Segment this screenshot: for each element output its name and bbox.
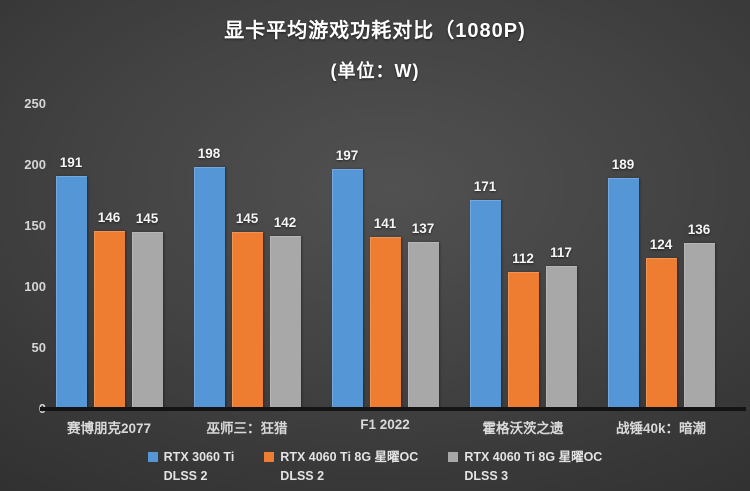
- category-label: 战锤40k：暗潮: [615, 421, 707, 436]
- bar-value-label: 197: [335, 148, 359, 163]
- legend-swatch-icon: [147, 452, 158, 462]
- legend-label-line: DLSS 2: [163, 469, 208, 483]
- bar-value-label: 136: [687, 222, 711, 237]
- bar-value-label: 191: [59, 155, 83, 170]
- legend-item-series-0: RTX 3060 Ti DLSS 2: [147, 448, 235, 486]
- chart-subtitle: (单位：W): [330, 61, 420, 81]
- x-axis-labels: 赛博朋克2077 巫师三：狂猎 F1 2022 霍格沃茨之遗 战锤40k：暗潮: [40, 417, 730, 437]
- y-tick-label: 100: [24, 279, 46, 294]
- legend-swatch-icon: [448, 452, 459, 462]
- bar-value-label: 171: [473, 179, 497, 194]
- category-label: 霍格沃茨之遗: [482, 421, 564, 436]
- bar-series-2: 142: [269, 215, 301, 409]
- bar-group: 171 112 117: [454, 104, 592, 409]
- bar-value-label: 124: [649, 237, 673, 252]
- y-tick-label: 250: [24, 96, 46, 111]
- bar-value-label: 146: [97, 210, 121, 225]
- bar-series-2: 137: [407, 221, 439, 409]
- bar-value-label: 141: [373, 216, 397, 231]
- legend: RTX 3060 Ti DLSS 2 RTX 4060 Ti 8G 星曜OC DLSS…: [0, 448, 750, 486]
- bar-value-label: 189: [611, 157, 635, 172]
- y-tick-label: 200: [24, 157, 46, 172]
- bar-value-label: 145: [235, 211, 259, 226]
- bar-series-0: 197: [331, 148, 363, 409]
- bar-series-2: 136: [683, 222, 715, 409]
- legend-label-line: DLSS 3: [464, 469, 509, 483]
- bar-group: 189 124 136: [592, 104, 730, 409]
- bar-series-0: 189: [607, 157, 639, 409]
- bar-value-label: 142: [273, 215, 297, 230]
- legend-item-series-2: RTX 4060 Ti 8G 星曜OC DLSS 3: [448, 448, 602, 486]
- bar-series-1: 112: [507, 251, 539, 409]
- x-axis-line: [40, 407, 746, 411]
- legend-label-line: DLSS 2: [280, 469, 325, 483]
- legend-label-line: RTX 4060 Ti 8G 星曜OC: [280, 450, 419, 464]
- bar-value-label: 145: [135, 211, 159, 226]
- legend-label: RTX 4060 Ti 8G 星曜OC DLSS 3: [464, 448, 602, 486]
- category-label: F1 2022: [360, 417, 410, 432]
- bar-series-1: 141: [369, 216, 401, 409]
- y-axis: 050100150200250: [0, 0, 46, 491]
- y-tick-label: 150: [24, 218, 46, 233]
- legend-label-line: RTX 4060 Ti 8G 星曜OC: [464, 450, 603, 464]
- bar-value-label: 137: [411, 221, 435, 236]
- legend-swatch-icon: [264, 452, 275, 462]
- category-label: 赛博朋克2077: [66, 421, 152, 436]
- bar-series-0: 191: [55, 155, 87, 409]
- bar-series-2: 117: [545, 245, 577, 409]
- bar-value-label: 198: [197, 146, 221, 161]
- bar-value-label: 117: [550, 245, 572, 260]
- bar-group: 191 146 145: [40, 104, 178, 409]
- bar-series-1: 124: [645, 237, 677, 409]
- y-tick-label: 50: [31, 340, 46, 355]
- bar-group: 198 145 142: [178, 104, 316, 409]
- bar-series-1: 146: [93, 210, 125, 409]
- bar-series-2: 145: [131, 211, 163, 409]
- bar-series-1: 145: [231, 211, 263, 409]
- legend-label-line: RTX 3060 Ti: [163, 450, 235, 464]
- plot-area: 191 146 145 198 145 142 197 141 137 171 112 117 189 1…: [40, 104, 730, 409]
- bar-group: 197 141 137: [316, 104, 454, 409]
- chart-title: 显卡平均游戏功耗对比（1080P): [224, 20, 526, 42]
- category-label: 巫师三：狂猎: [206, 421, 288, 436]
- legend-label: RTX 3060 Ti DLSS 2: [164, 448, 235, 486]
- bar-value-label: 112: [512, 251, 534, 266]
- bar-series-0: 198: [193, 146, 225, 409]
- legend-item-series-1: RTX 4060 Ti 8G 星曜OC DLSS 2: [264, 448, 418, 486]
- legend-label: RTX 4060 Ti 8G 星曜OC DLSS 2: [280, 448, 418, 486]
- bar-series-0: 171: [469, 179, 501, 409]
